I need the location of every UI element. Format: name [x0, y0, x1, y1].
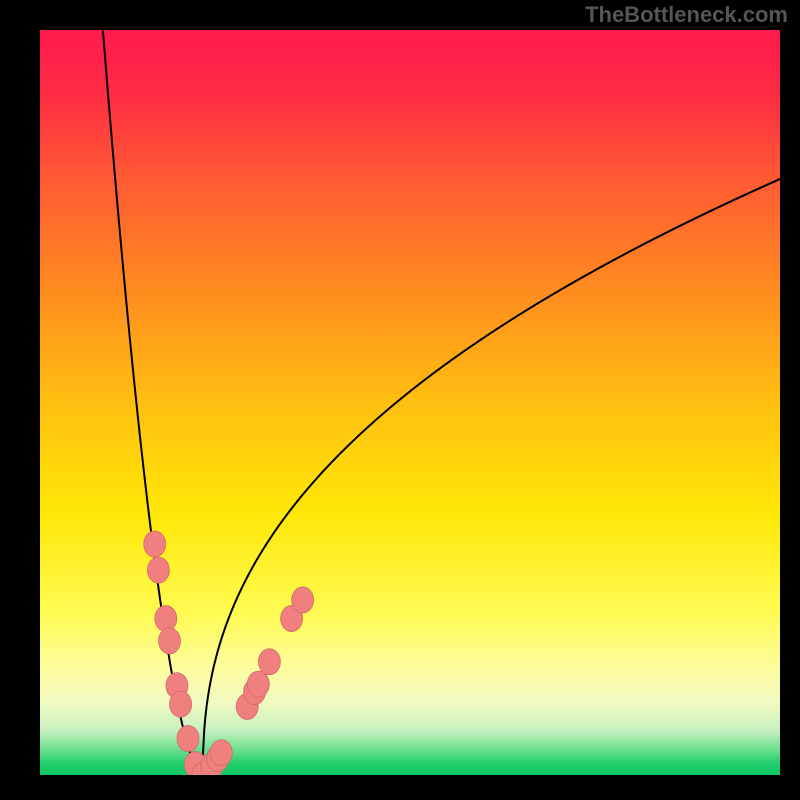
data-marker — [144, 531, 166, 557]
gradient-background — [40, 30, 780, 775]
data-marker — [292, 587, 314, 613]
data-marker — [247, 671, 269, 697]
data-marker — [159, 628, 181, 654]
chart-container: TheBottleneck.com — [0, 0, 800, 800]
data-marker — [155, 606, 177, 632]
data-marker — [258, 649, 280, 675]
chart-svg — [0, 0, 800, 800]
data-marker — [177, 726, 199, 752]
watermark-text: TheBottleneck.com — [585, 2, 788, 28]
data-marker — [147, 557, 169, 583]
data-marker — [170, 691, 192, 717]
data-marker — [210, 740, 232, 766]
